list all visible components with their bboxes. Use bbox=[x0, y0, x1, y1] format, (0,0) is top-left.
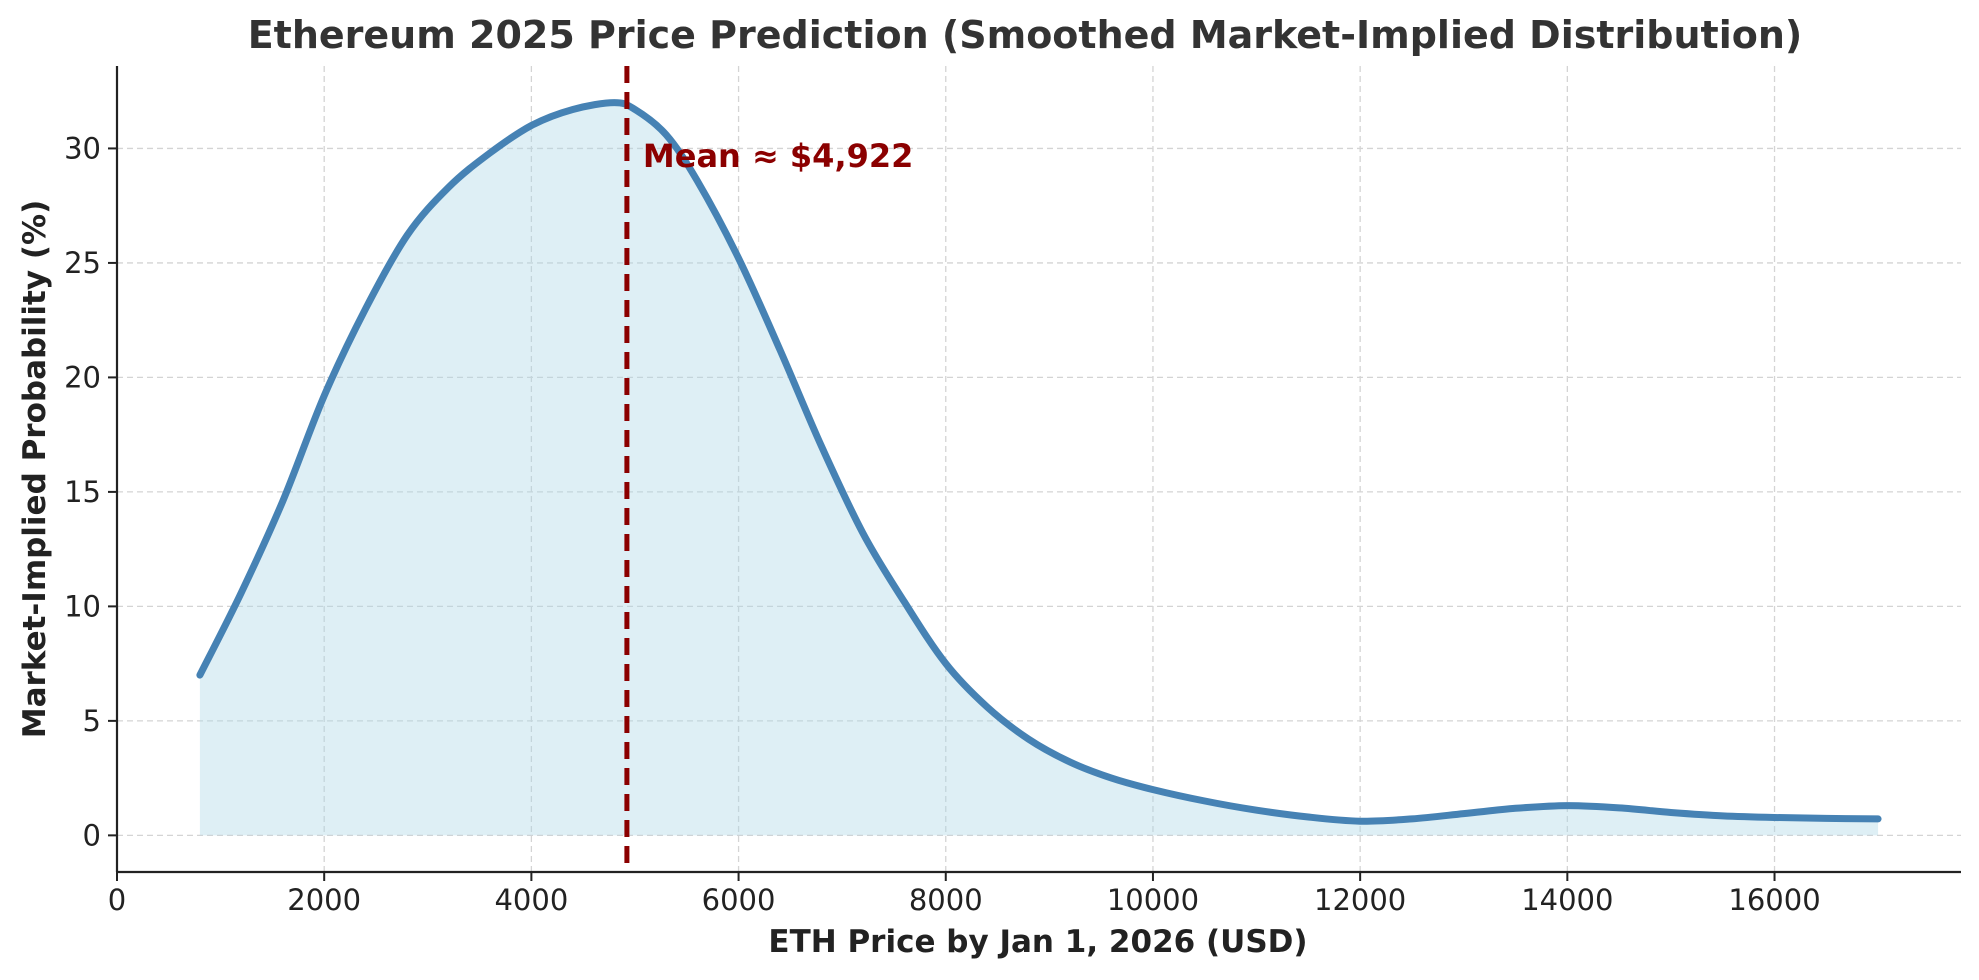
x-tick-label: 16000 bbox=[1728, 883, 1820, 917]
y-tick-label: 30 bbox=[64, 131, 101, 165]
x-tick-label: 14000 bbox=[1521, 883, 1613, 917]
x-tick-label: 8000 bbox=[909, 883, 983, 917]
y-axis-label: Market-Implied Probability (%) bbox=[17, 200, 53, 739]
x-tick-label: 12000 bbox=[1314, 883, 1406, 917]
x-tick-label: 4000 bbox=[494, 883, 568, 917]
grid bbox=[117, 66, 1961, 872]
y-tick-label: 5 bbox=[83, 704, 101, 738]
y-axis-ticks: 0 5 10 15 20 25 30 bbox=[64, 131, 117, 852]
x-tick-label: 10000 bbox=[1107, 883, 1199, 917]
x-tick-label: 6000 bbox=[702, 883, 776, 917]
x-tick-label: 0 bbox=[108, 883, 126, 917]
y-tick-label: 0 bbox=[83, 818, 101, 852]
chart-title: Ethereum 2025 Price Prediction (Smoothed… bbox=[248, 13, 1803, 57]
y-tick-label: 10 bbox=[64, 589, 101, 623]
x-axis-label: ETH Price by Jan 1, 2026 (USD) bbox=[768, 924, 1307, 960]
y-tick-label: 25 bbox=[64, 246, 101, 280]
probability-area-fill bbox=[199, 102, 1879, 836]
mean-annotation: Mean ≈ $4,922 bbox=[643, 137, 914, 175]
probability-curve bbox=[196, 99, 1882, 825]
y-tick-label: 20 bbox=[64, 360, 101, 394]
x-axis-ticks: 0 2000 4000 6000 8000 10000 12000 14000 16000 bbox=[108, 872, 1821, 917]
y-tick-label: 15 bbox=[64, 475, 101, 509]
x-tick-label: 2000 bbox=[287, 883, 361, 917]
